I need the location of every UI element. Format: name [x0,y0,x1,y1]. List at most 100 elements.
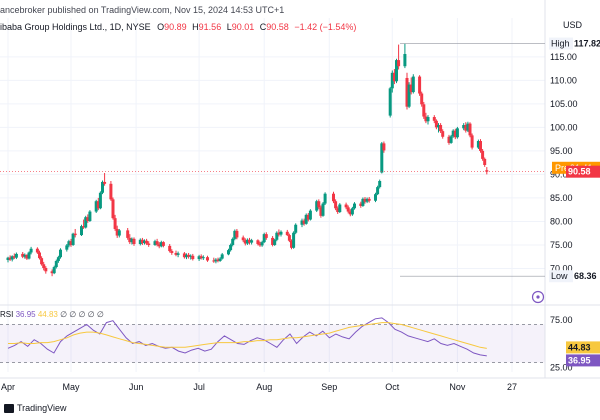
price-tick-label: 95.00 [550,146,573,156]
candle-body [260,242,264,246]
candle-body [292,232,296,248]
candle-body [273,239,277,245]
candle-body [189,255,193,257]
candle-body [290,240,293,248]
open-value: 90.89 [164,22,187,32]
low-label: Low [551,271,568,281]
candle-body [176,253,180,255]
candle-body [262,234,266,243]
price-tick-label: 90.00 [550,169,573,179]
candle-body [50,271,54,274]
candle-body [40,258,44,265]
candle-body [145,240,149,244]
candle-body [229,244,233,251]
candle-body [439,125,443,132]
candle-body [256,240,260,245]
rsi-line [7,317,487,357]
candle-body [35,248,39,253]
rsi-grid [0,324,545,363]
candle-body [115,228,119,236]
rsi-value-badge [566,354,600,367]
open-label: O [157,22,165,32]
candle-body [432,117,436,121]
candle-body [271,237,275,245]
candle-body [483,158,487,165]
candle-body [161,242,165,246]
currency-label[interactable]: USD [563,20,583,30]
candle-body [422,104,426,117]
symbol-name[interactable]: ibaba Group Holdings Ltd., 1D, NYSE [0,22,151,32]
candle-body [153,241,157,245]
rsi-axis: 75.00 25.00 44.83 36.95 [550,315,600,372]
time-tick-label: Sep [321,382,337,392]
candle-body [117,230,121,236]
candle-body [54,260,58,268]
candle-body [300,220,304,225]
candle-body [109,183,113,200]
candle-body [365,198,369,202]
rsi-title[interactable]: RSI [0,310,14,319]
candle-body [294,224,298,233]
candle-body [264,234,268,238]
candle-body [56,257,60,261]
candle-body [88,211,92,221]
rsi-value-badge-text: 36.95 [568,355,591,365]
candle-body [424,116,428,122]
candle-body [168,245,172,252]
time-tick-label: May [62,382,80,392]
candle-body [367,198,371,201]
candle-body [388,88,392,116]
rsi-value: 36.95 [15,310,36,319]
candle-body [481,150,485,159]
candle-body [65,245,69,250]
candle-body [411,76,415,93]
candles [6,43,489,277]
time-tick-label: Jun [129,382,144,392]
candle-body [241,237,245,241]
candle-body [216,259,220,261]
candle-body [479,141,482,151]
candle-body [275,232,279,240]
candle-body [279,231,283,235]
low-label: L [226,22,232,32]
candle-body [21,253,25,257]
candle-body [258,244,262,246]
price-tick-label: 105.00 [550,99,578,109]
candle-body [113,218,117,229]
candle-body [212,260,216,262]
rsi-value-badge [566,341,600,354]
price-tick-label: 100.00 [550,122,578,132]
published-text: ancebroker published on TradingView.com,… [0,5,285,15]
candle-body [332,193,335,202]
candle-body [468,123,472,136]
plus-icon[interactable] [531,290,545,304]
candle-body [80,226,83,236]
candle-body [227,250,230,255]
candle-body [348,211,352,215]
candle-body [218,258,222,261]
candle-body [197,256,201,260]
candle-body [248,239,251,243]
high-label: H [192,22,199,32]
candle-body [306,214,310,220]
candle-body [359,203,363,206]
time-tick-label: 27 [507,382,517,392]
candle-body [233,230,237,239]
candle-body [159,242,163,247]
candle-body [350,208,354,215]
candle-body [390,72,394,89]
candle-body [214,259,218,262]
candle-body [380,143,384,173]
candle-body [250,240,254,243]
candle-body [220,254,224,259]
rsi-ma-value: 44.83 [37,310,58,319]
candle-body [44,268,48,272]
candle-body [12,256,16,258]
time-axis: Apr May Jun Jul Aug Sep Oct Nov 27 [0,304,600,392]
candle-body [409,84,413,93]
tradingview-logo-icon [4,403,14,413]
candle-body [315,201,319,211]
last-price-badge [566,165,600,178]
